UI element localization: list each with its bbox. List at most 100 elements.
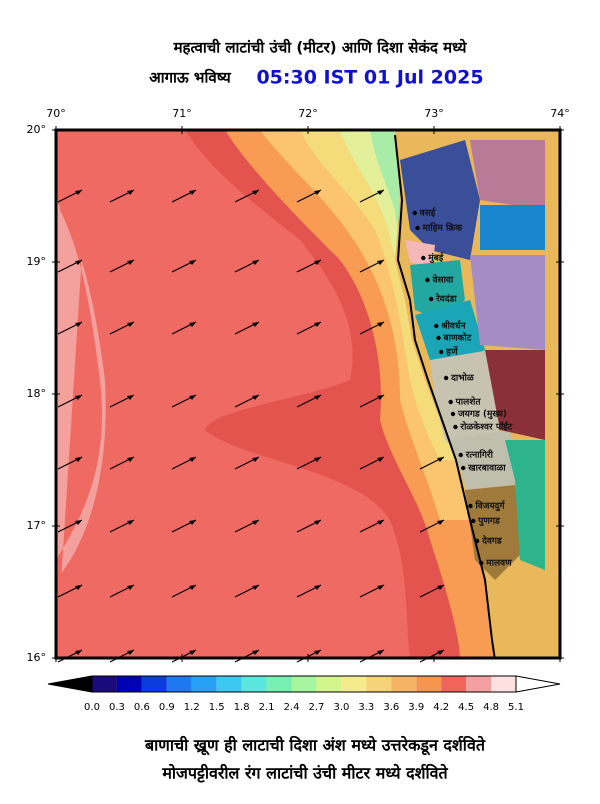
arrow-head (437, 457, 444, 462)
colorbar-label: 2.1 (259, 702, 275, 713)
colorbar-label: 2.4 (284, 702, 300, 713)
colorbar-label: 1.2 (184, 702, 200, 713)
arrow-head (252, 457, 259, 462)
colorbar-swatch (216, 676, 242, 692)
colorbar-label: 3.6 (383, 702, 399, 713)
place-dot (428, 296, 434, 302)
place-label: रोळकेश्वर पॉईंट (459, 421, 512, 433)
title: महत्वाची लाटांची उंची (मीटर) आणि दिशा से… (173, 39, 468, 57)
arrow-head (314, 322, 321, 327)
arrow-head (252, 650, 259, 655)
arrow-head (189, 260, 196, 265)
colorbar-label: 0.3 (109, 702, 125, 713)
colorbar-label: 3.0 (333, 702, 349, 713)
place-label: मुंबई (427, 252, 444, 264)
arrow-head (377, 395, 384, 400)
place-dot (474, 538, 480, 544)
arrow-head (314, 520, 321, 525)
colorbar-label: 1.8 (234, 702, 250, 713)
arrow-head (252, 585, 259, 590)
place-label: विजयदुर्ग (474, 500, 505, 512)
place-dot (425, 277, 430, 283)
colorbar-label: 5.1 (508, 702, 524, 713)
wave-arrows (57, 189, 445, 663)
arrow-head (314, 395, 321, 400)
place-label: बाणकोट (443, 332, 472, 344)
place-dot (468, 503, 473, 509)
colorbar-swatch (441, 676, 467, 692)
arrow-head (189, 190, 196, 195)
lon-label: 74° (550, 107, 570, 120)
colorbar-swatch (166, 676, 192, 692)
colorbar-swatch (191, 676, 217, 692)
arrow-head (127, 190, 134, 195)
place-dot (421, 255, 426, 261)
arrow-head (75, 190, 82, 195)
arrow-head (377, 650, 384, 655)
colorbar-label: 4.2 (433, 702, 449, 713)
axis-labels: 70° 71° 72° 73° 74° 20° 19° 18° 17° 16° (27, 107, 570, 664)
arrow-head (252, 322, 259, 327)
place-dot (450, 411, 456, 417)
place-label: रेवदंडा (435, 293, 457, 305)
place-dot (443, 375, 449, 381)
lon-label: 70° (46, 107, 66, 120)
place-dot (448, 399, 453, 405)
lat-label: 17° (27, 519, 47, 532)
arrow-head (127, 322, 134, 327)
arrow-head (127, 585, 134, 590)
place-label: रत्नागिरी (465, 449, 494, 461)
arrow-head (127, 260, 134, 265)
colorbar-swatch (391, 676, 417, 692)
lat-label: 18° (27, 387, 47, 400)
arrow-head (75, 520, 82, 525)
arrow-head (189, 322, 196, 327)
arrow-head (314, 260, 321, 265)
colorbar-swatch (366, 676, 392, 692)
arrow-head (252, 395, 259, 400)
colorbar-label: 2.7 (309, 702, 325, 713)
arrow-head (189, 585, 196, 590)
colorbar-swatch (466, 676, 492, 692)
arrow-head (189, 650, 196, 655)
colorbar-swatch (266, 676, 292, 692)
arrow-head (75, 585, 82, 590)
arrow-head (75, 457, 82, 462)
place-label: हर्णे (445, 346, 458, 358)
footer-line: बाणाची ख्रूण ही लाटाची दिशा अंश मध्ये उत… (144, 736, 486, 756)
place-dot (461, 465, 466, 471)
colorbar-frame (91, 675, 517, 693)
place-label: श्रीवर्धन (440, 320, 466, 332)
place-dot (453, 424, 458, 430)
arrow-head (252, 520, 259, 525)
arrow-head (75, 650, 82, 655)
colorbar-label: 4.8 (483, 702, 499, 713)
arrow-head (127, 395, 134, 400)
place-label: दाभोळ (450, 372, 475, 384)
map (56, 130, 560, 658)
arrow-head (252, 260, 259, 265)
colorbar-swatch (416, 676, 442, 692)
colorbar-swatch (92, 676, 117, 692)
arrow-head (314, 650, 321, 655)
arrow-head (75, 395, 82, 400)
arrow-head (314, 457, 321, 462)
colorbar-label: 0.9 (159, 702, 175, 713)
place-label: माहिम क्रिक (422, 222, 464, 234)
arrow-head (127, 457, 134, 462)
lon-label: 73° (424, 107, 444, 120)
arrow-head (377, 260, 384, 265)
arrow-head (127, 650, 134, 655)
colorbar-label: 4.5 (458, 702, 474, 713)
colorbar-swatch (116, 676, 142, 692)
arrow-head (189, 457, 196, 462)
arrow-head (437, 585, 444, 590)
arrow-head (437, 520, 444, 525)
place-dot (415, 225, 420, 231)
colorbar-swatch (141, 676, 167, 692)
place-label: वसई (419, 207, 437, 219)
lat-label: 20° (27, 123, 47, 136)
place-label: पुणगड (477, 517, 501, 527)
arrow-head (75, 260, 82, 265)
place-label: जयगड (मुख्य) (457, 410, 507, 420)
